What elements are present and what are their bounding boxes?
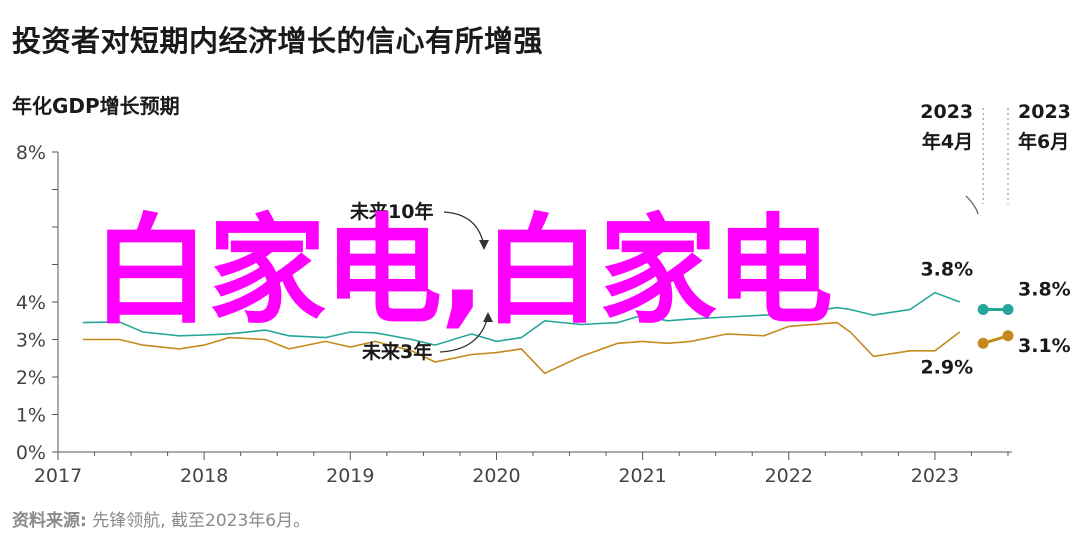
source-label: 资料来源: — [12, 511, 87, 531]
highlight-point — [977, 337, 989, 349]
y-tick-label: 4% — [16, 292, 46, 314]
x-tick-label: 2018 — [180, 465, 228, 487]
y-tick-label: 3% — [16, 330, 46, 352]
annotation-10yr-arrowhead — [479, 240, 489, 250]
label-connector — [965, 195, 979, 215]
reference-label-month: 年4月 — [922, 130, 973, 153]
x-tick-label: 2022 — [765, 465, 813, 487]
series-lines — [82, 291, 1014, 375]
y-tick-label: 8% — [16, 142, 46, 164]
x-tick-label: 2020 — [472, 465, 520, 487]
highlight-value-label: 3.8% — [1018, 279, 1071, 301]
x-tick-label: 2021 — [618, 465, 666, 487]
x-tick-label: 2023 — [911, 465, 959, 487]
chart-title: 投资者对短期内经济增长的信心有所增强 — [12, 24, 544, 58]
source-text: 先锋领航, 截至2023年6月。 — [92, 511, 311, 531]
series-line — [82, 291, 961, 346]
reference-label-year: 2023 — [1018, 101, 1071, 123]
highlight-value-label: 2.9% — [920, 356, 973, 378]
x-tick-label: 2017 — [34, 465, 82, 487]
highlight-point — [977, 304, 989, 315]
watermark-text: 白家电,白家电 — [92, 202, 833, 340]
annotation-3yr: 未来3年 — [361, 340, 432, 363]
highlight-point — [1002, 330, 1014, 342]
chart-subtitle: 年化GDP增长预期 — [12, 94, 180, 118]
series-line — [82, 321, 961, 375]
y-tick-label: 0% — [16, 442, 46, 464]
annotation-10yr: 未来10年 — [349, 200, 433, 223]
highlight-value-label: 3.8% — [920, 259, 973, 281]
axes: 0% 1% 2% 3% 4% 8% 2017 2018 2019 2020 2021 2022 2023 — [16, 142, 1012, 487]
y-tick-label: 1% — [16, 405, 46, 427]
reference-label-month: 年6月 — [1018, 130, 1069, 153]
highlight-value-label: 3.1% — [1018, 335, 1071, 357]
annotation-3yr-arrowhead — [483, 312, 493, 322]
highlight-point — [1002, 304, 1014, 315]
source-note: 资料来源: 先锋领航, 截至2023年6月。 — [12, 506, 310, 531]
reference-lines: 2023 年4月 2023 年6月 — [920, 101, 1071, 204]
y-tick-label: 2% — [16, 367, 46, 389]
x-tick-label: 2019 — [326, 465, 374, 487]
reference-label-year: 2023 — [920, 101, 973, 123]
